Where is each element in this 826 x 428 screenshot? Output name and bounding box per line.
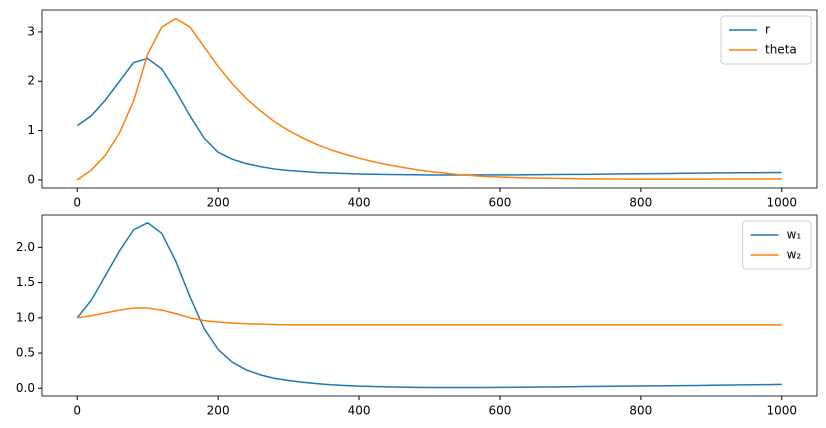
series-line: [76, 57, 782, 176]
x-tick-label: 0: [73, 196, 81, 210]
y-tick-label: 2: [27, 74, 35, 88]
x-tick-label: 200: [207, 196, 230, 210]
x-tick-label: 600: [489, 404, 512, 418]
x-tick-label: 800: [629, 196, 652, 210]
series-line: [77, 307, 782, 326]
y-tick-label: 1.0: [16, 310, 35, 324]
legend-box: [720, 15, 812, 65]
series-line: [76, 17, 782, 181]
y-tick-label: 1: [27, 123, 35, 137]
y-tick-label: 0.5: [16, 346, 35, 360]
y-tick-label: 1.5: [16, 275, 35, 289]
legend-label: r: [765, 23, 770, 37]
y-tick-label: 2.0: [16, 240, 35, 254]
x-tick-label: 200: [207, 404, 230, 418]
legend-box: [742, 220, 812, 270]
x-tick-label: 1000: [766, 404, 797, 418]
legend-label: w₁: [787, 228, 802, 242]
series-line: [76, 221, 782, 389]
x-tick-label: 0: [73, 404, 81, 418]
x-tick-label: 1000: [766, 196, 797, 210]
y-tick-label: 3: [27, 24, 35, 38]
legend-label: w₂: [787, 248, 802, 262]
axes-frame: [41, 214, 818, 397]
x-tick-label: 800: [629, 404, 652, 418]
x-tick-label: 400: [348, 196, 371, 210]
x-tick-label: 400: [348, 404, 371, 418]
x-tick-label: 600: [489, 196, 512, 210]
y-tick-label: 0.0: [16, 381, 35, 395]
axes-frame: [41, 9, 818, 189]
y-tick-label: 0: [27, 172, 35, 186]
legend-label: theta: [765, 43, 797, 57]
